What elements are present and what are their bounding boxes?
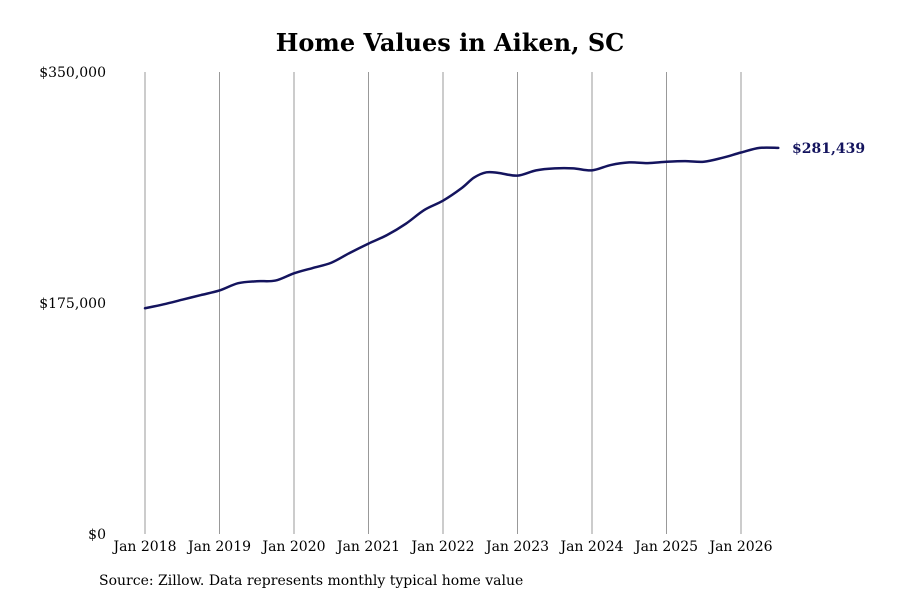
y-tick-label: $175,000 <box>39 296 106 312</box>
x-axis: Jan 2018 Jan 2019 Jan 2020 Jan 2021 Jan 2022… <box>111 539 772 555</box>
x-tick-label: Jan 2018 <box>111 539 176 555</box>
y-tick-label: $0 <box>88 527 106 543</box>
x-tick-label: Jan 2020 <box>260 539 325 555</box>
x-tick-label: Jan 2022 <box>409 539 474 555</box>
y-axis: $0 $175,000 $350,000 <box>39 65 106 543</box>
x-tick-label: Jan 2019 <box>186 539 251 555</box>
y-tick-label: $350,000 <box>39 65 106 81</box>
chart-title: Home Values in Aiken, SC <box>275 28 625 57</box>
x-tick-label: Jan 2021 <box>335 539 400 555</box>
end-value-label: $281,439 <box>792 141 865 157</box>
x-tick-label: Jan 2024 <box>558 539 623 555</box>
x-tick-label: Jan 2026 <box>707 539 772 555</box>
x-tick-label: Jan 2025 <box>633 539 698 555</box>
x-tick-label: Jan 2023 <box>484 539 549 555</box>
source-note: Source: Zillow. Data represents monthly … <box>99 573 524 589</box>
home-value-line <box>143 146 780 310</box>
series-layer <box>143 146 780 310</box>
annotation-layer: $281,439 <box>792 141 865 157</box>
grid-layer <box>144 72 742 534</box>
